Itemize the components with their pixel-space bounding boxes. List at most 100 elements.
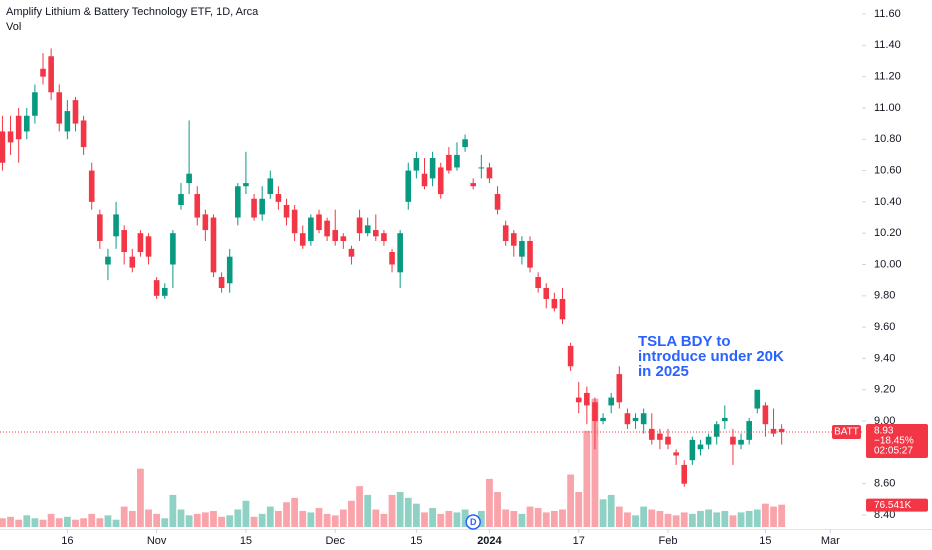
- volume-bar: [591, 398, 599, 527]
- y-tick-label: 9.60: [874, 321, 895, 333]
- volume-bar: [283, 502, 290, 527]
- candle-body: [746, 421, 752, 440]
- volume-bar: [291, 497, 299, 527]
- volume-bar: [323, 513, 331, 527]
- y-tick-label: 9.80: [874, 290, 895, 302]
- candle-body: [462, 139, 468, 148]
- volume-bar: [632, 515, 639, 527]
- volume-bar: [486, 478, 493, 527]
- y-tick-label: 8.60: [874, 478, 895, 490]
- volume-bar: [364, 494, 372, 527]
- candle-body: [730, 436, 736, 445]
- y-tick-label: 11.40: [874, 39, 901, 51]
- volume-bar: [112, 519, 120, 527]
- volume-bar: [63, 516, 71, 527]
- candle-body: [640, 413, 647, 425]
- candle-body: [559, 298, 566, 320]
- candle-body: [470, 183, 477, 187]
- volume-bar: [380, 513, 388, 527]
- volume-bar: [80, 518, 88, 527]
- volume-bar: [185, 515, 193, 527]
- volume-bar: [47, 513, 55, 527]
- candle-body: [592, 402, 598, 422]
- volume-bar: [721, 510, 729, 527]
- price-box: [866, 424, 928, 459]
- volume-bar: [161, 518, 169, 527]
- candle-body: [373, 230, 379, 237]
- volume-bar: [567, 474, 575, 527]
- candle-body: [202, 214, 209, 231]
- candle-body: [689, 439, 696, 461]
- candle-body: [72, 100, 79, 124]
- candle-body: [551, 298, 558, 309]
- candle-body: [632, 417, 639, 422]
- candle-body: [535, 277, 541, 288]
- volume-bar: [104, 515, 112, 527]
- candle-body: [446, 154, 452, 171]
- volume-bar: [680, 512, 688, 527]
- volume-bar: [518, 513, 526, 527]
- candle-body: [15, 115, 22, 140]
- candle-body: [673, 452, 679, 456]
- candle-body: [153, 280, 160, 296]
- y-tick-label: 10.40: [874, 196, 902, 208]
- candle-body: [584, 392, 590, 406]
- volume-bar: [729, 515, 737, 527]
- volume-bar: [299, 510, 307, 527]
- candle-body: [48, 56, 54, 93]
- candle-body: [389, 251, 395, 265]
- candle-body: [575, 397, 582, 403]
- dividend-marker: [465, 514, 481, 530]
- volume-bar: [453, 512, 461, 527]
- volume-bar: [128, 510, 136, 527]
- y-tick-label: 10.20: [874, 227, 902, 239]
- candle-body: [421, 173, 428, 187]
- candle-body: [178, 194, 184, 206]
- candle-body: [170, 233, 176, 265]
- volume-bar: [193, 513, 201, 527]
- candle-body: [23, 115, 30, 132]
- countdown-label: 02:05:27: [874, 446, 913, 457]
- volume-bar: [770, 506, 777, 527]
- candle-body: [738, 439, 744, 445]
- volume-bar: [307, 512, 315, 527]
- y-tick-label: 11.20: [874, 71, 901, 83]
- candle-body: [722, 417, 728, 422]
- volume-bar: [145, 509, 152, 527]
- candle-body: [478, 167, 485, 169]
- volume-bar: [542, 512, 550, 527]
- candle-body: [121, 230, 127, 252]
- candle-body: [113, 214, 119, 237]
- x-tick-label: 16: [61, 535, 73, 547]
- candle-body: [713, 424, 720, 437]
- volume-bar: [55, 518, 63, 527]
- volume-bar: [226, 515, 234, 527]
- candle-body: [259, 198, 265, 215]
- candle-body: [429, 158, 436, 179]
- candle-body: [600, 417, 606, 422]
- volume-bar: [705, 509, 712, 527]
- candle-body: [299, 233, 306, 246]
- volume-bar: [96, 518, 104, 527]
- candle-body: [235, 186, 241, 218]
- candle-body: [364, 225, 371, 234]
- volume-bar: [137, 468, 144, 527]
- volume-bar: [201, 512, 209, 527]
- volume-tag: [866, 498, 928, 512]
- y-tick-label: 10.00: [874, 258, 902, 270]
- volume-bar: [250, 516, 258, 527]
- annotation-line: in 2025: [638, 363, 689, 380]
- volume-bar: [242, 500, 250, 527]
- volume-bar: [753, 509, 761, 527]
- candle-body: [608, 397, 614, 406]
- candle-body: [105, 256, 111, 265]
- candle-body: [251, 198, 257, 218]
- candle-body: [275, 194, 282, 202]
- volume-bar: [437, 513, 445, 527]
- volume-bar: [404, 497, 412, 527]
- candle-body: [267, 178, 274, 195]
- candle-body: [348, 248, 355, 257]
- candle-body: [0, 131, 6, 163]
- candle-body: [510, 233, 517, 246]
